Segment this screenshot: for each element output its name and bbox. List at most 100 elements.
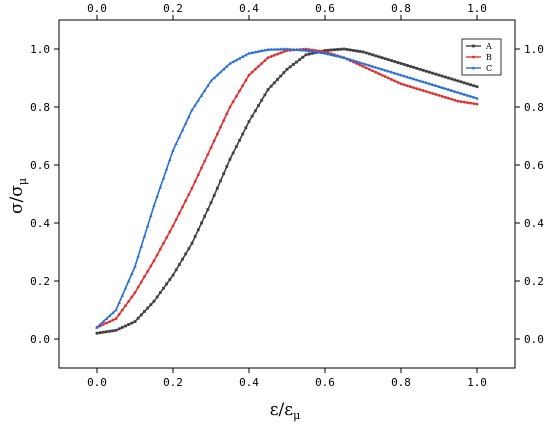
series-marker bbox=[253, 67, 257, 71]
series-marker bbox=[307, 52, 311, 56]
series-marker bbox=[323, 51, 327, 55]
series-marker bbox=[181, 205, 184, 209]
series-marker bbox=[358, 50, 362, 53]
y-tick-label-right: 0.8 bbox=[524, 101, 544, 114]
series-marker bbox=[469, 101, 473, 105]
series-marker bbox=[304, 48, 308, 52]
series-marker bbox=[124, 304, 127, 308]
series-marker bbox=[367, 52, 371, 56]
y-tick-label-left: 0.0 bbox=[30, 333, 50, 346]
series-marker bbox=[453, 89, 457, 93]
series-marker bbox=[348, 57, 353, 61]
series-marker bbox=[187, 247, 191, 251]
series-marker bbox=[244, 79, 248, 82]
series-marker bbox=[380, 56, 384, 60]
series-marker bbox=[269, 55, 273, 58]
series-marker bbox=[165, 236, 169, 239]
series-marker bbox=[171, 273, 175, 277]
series-marker bbox=[275, 47, 280, 51]
series-marker bbox=[304, 53, 308, 57]
series-marker bbox=[383, 75, 387, 78]
x-tick-label-bottom: 0.4 bbox=[239, 376, 259, 389]
series-marker bbox=[465, 93, 470, 97]
series-marker bbox=[105, 330, 108, 334]
series-marker bbox=[466, 101, 469, 105]
series-marker bbox=[117, 327, 121, 331]
series-marker bbox=[184, 252, 188, 256]
series-marker bbox=[181, 257, 184, 261]
y-axis-label: σ/σμ bbox=[7, 178, 29, 214]
series-marker bbox=[389, 70, 394, 74]
x-axis-label-main: ε/ε bbox=[270, 400, 294, 420]
series-marker bbox=[291, 47, 296, 51]
series-marker bbox=[225, 64, 229, 68]
series-marker bbox=[190, 241, 194, 245]
series-marker bbox=[269, 47, 273, 51]
series-marker bbox=[402, 63, 406, 66]
series-marker bbox=[190, 108, 194, 112]
y-tick-label-right: 1.0 bbox=[524, 43, 544, 56]
y-tick-label-left: 1.0 bbox=[30, 43, 50, 56]
series-marker bbox=[222, 119, 226, 122]
series-marker bbox=[136, 254, 140, 258]
series-marker bbox=[386, 69, 391, 73]
series-marker bbox=[437, 84, 441, 88]
series-marker bbox=[342, 55, 346, 59]
series-marker bbox=[367, 67, 371, 71]
series-marker bbox=[231, 151, 235, 155]
series-marker bbox=[383, 68, 387, 72]
series-marker bbox=[152, 299, 156, 303]
series-marker bbox=[329, 48, 333, 52]
x-tick-label-bottom: 1.0 bbox=[467, 376, 487, 389]
series-marker bbox=[143, 310, 146, 313]
series-marker bbox=[222, 172, 226, 176]
series-marker bbox=[282, 47, 286, 51]
series-marker bbox=[335, 54, 340, 58]
legend-label: C bbox=[486, 64, 492, 73]
series-marker bbox=[174, 268, 178, 272]
legend: ABC bbox=[461, 38, 502, 76]
series-marker bbox=[120, 308, 124, 312]
series-marker bbox=[326, 48, 330, 52]
series-marker bbox=[162, 286, 165, 290]
series-marker bbox=[421, 89, 425, 92]
y-tick-label-right: 0.6 bbox=[524, 159, 544, 172]
series-marker bbox=[415, 78, 419, 82]
series-marker bbox=[424, 90, 428, 93]
series-marker bbox=[209, 79, 213, 83]
series-marker bbox=[130, 295, 134, 299]
series-marker bbox=[234, 94, 238, 98]
series-marker bbox=[247, 51, 251, 55]
series-marker bbox=[152, 259, 156, 263]
series-marker bbox=[320, 51, 324, 55]
x-tick-label-top: 0.2 bbox=[163, 2, 183, 15]
series-marker bbox=[472, 44, 475, 48]
series-marker bbox=[288, 65, 292, 69]
series-marker bbox=[276, 52, 279, 56]
series-marker bbox=[256, 49, 261, 53]
series-marker bbox=[161, 176, 166, 180]
series-marker bbox=[279, 51, 283, 55]
series-marker bbox=[200, 221, 203, 225]
series-marker bbox=[393, 60, 397, 63]
series-marker bbox=[158, 291, 162, 294]
series-marker bbox=[428, 91, 431, 94]
series-marker bbox=[177, 135, 182, 139]
series-marker bbox=[371, 53, 374, 57]
series-marker bbox=[200, 166, 203, 170]
series-marker bbox=[146, 269, 150, 273]
series-marker bbox=[196, 98, 201, 102]
series-marker bbox=[348, 48, 352, 52]
series-marker bbox=[355, 49, 359, 53]
series-marker bbox=[139, 244, 144, 248]
series-marker bbox=[139, 313, 143, 317]
series-marker bbox=[259, 49, 264, 53]
series-marker bbox=[180, 128, 185, 132]
series-marker bbox=[377, 66, 381, 70]
series-marker bbox=[98, 331, 102, 335]
series-marker bbox=[174, 218, 178, 222]
series-marker bbox=[285, 47, 289, 51]
series-marker bbox=[123, 286, 128, 290]
y-tick-label-left: 0.6 bbox=[30, 159, 50, 172]
series-marker bbox=[367, 63, 372, 67]
